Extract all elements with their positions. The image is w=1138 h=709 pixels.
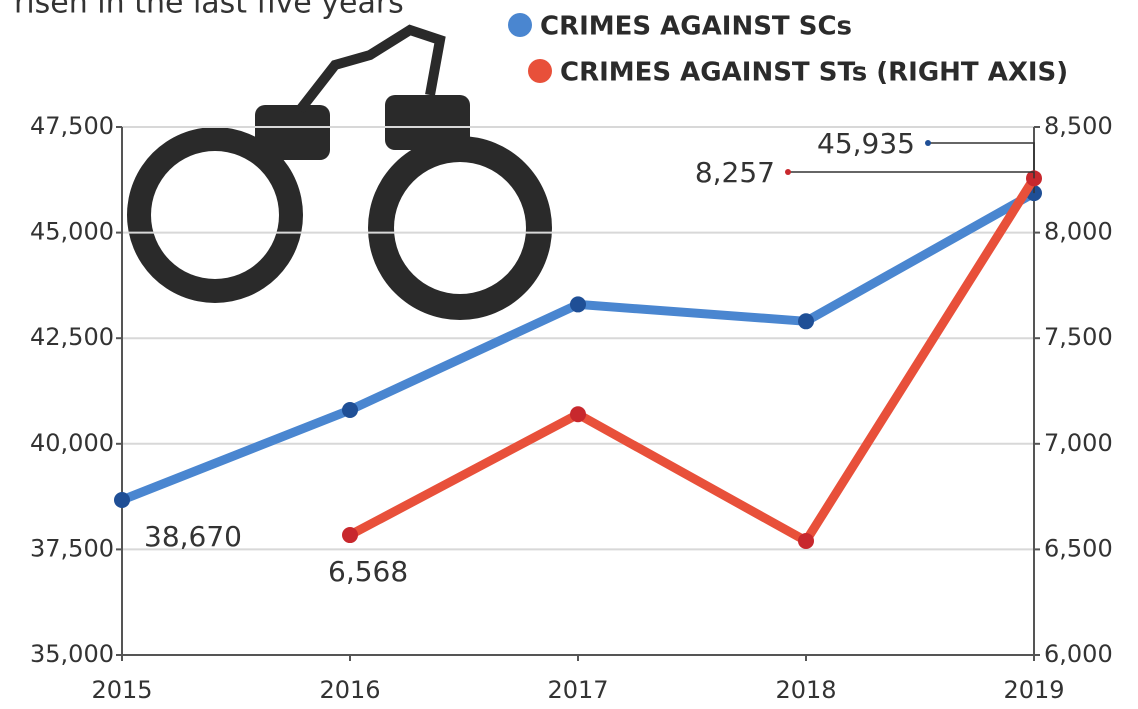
data-point bbox=[114, 491, 130, 508]
y-tick-label: 47,500 bbox=[30, 112, 114, 140]
x-tick-label: 2015 bbox=[91, 676, 152, 704]
legend-label: CRIMES AGAINST STs (RIGHT AXIS) bbox=[560, 58, 1068, 88]
x-tick-label: 2018 bbox=[775, 676, 836, 704]
y2-tick-label: 6,000 bbox=[1044, 640, 1113, 668]
y2-tick-label: 8,000 bbox=[1044, 218, 1113, 246]
legend-swatch bbox=[508, 13, 532, 37]
y2-tick-label: 8,500 bbox=[1044, 112, 1113, 140]
legend-label: CRIMES AGAINST SCs bbox=[540, 12, 852, 42]
y2-tick-label: 7,000 bbox=[1044, 429, 1113, 457]
data-label: 38,670 bbox=[144, 520, 242, 553]
y-tick-label: 42,500 bbox=[30, 323, 114, 351]
leader-dot bbox=[785, 169, 791, 175]
y2-tick-label: 7,500 bbox=[1044, 323, 1113, 351]
x-tick-label: 2016 bbox=[319, 676, 380, 704]
chart-title: risen in the last five years bbox=[14, 0, 404, 21]
data-label: 8,257 bbox=[695, 156, 775, 189]
data-point bbox=[570, 406, 586, 423]
data-point bbox=[570, 296, 586, 313]
y2-tick-label: 6,500 bbox=[1044, 534, 1113, 562]
data-label: 6,568 bbox=[328, 555, 408, 588]
series-line bbox=[347, 175, 1038, 546]
y-tick-label: 35,000 bbox=[30, 640, 114, 668]
data-point bbox=[798, 313, 814, 330]
data-point bbox=[798, 532, 814, 549]
data-label: 45,935 bbox=[817, 127, 915, 160]
y-tick-label: 40,000 bbox=[30, 429, 114, 457]
legend-swatch bbox=[528, 59, 552, 83]
data-point bbox=[342, 527, 358, 544]
x-tick-label: 2017 bbox=[547, 676, 608, 704]
x-tick-label: 2019 bbox=[1003, 676, 1064, 704]
y-tick-label: 45,000 bbox=[30, 218, 114, 246]
leader-dot bbox=[925, 140, 931, 146]
leader-line bbox=[788, 171, 1035, 179]
y-tick-label: 37,500 bbox=[30, 534, 114, 562]
data-point bbox=[342, 402, 358, 419]
handcuffs-illustration bbox=[127, 24, 552, 320]
